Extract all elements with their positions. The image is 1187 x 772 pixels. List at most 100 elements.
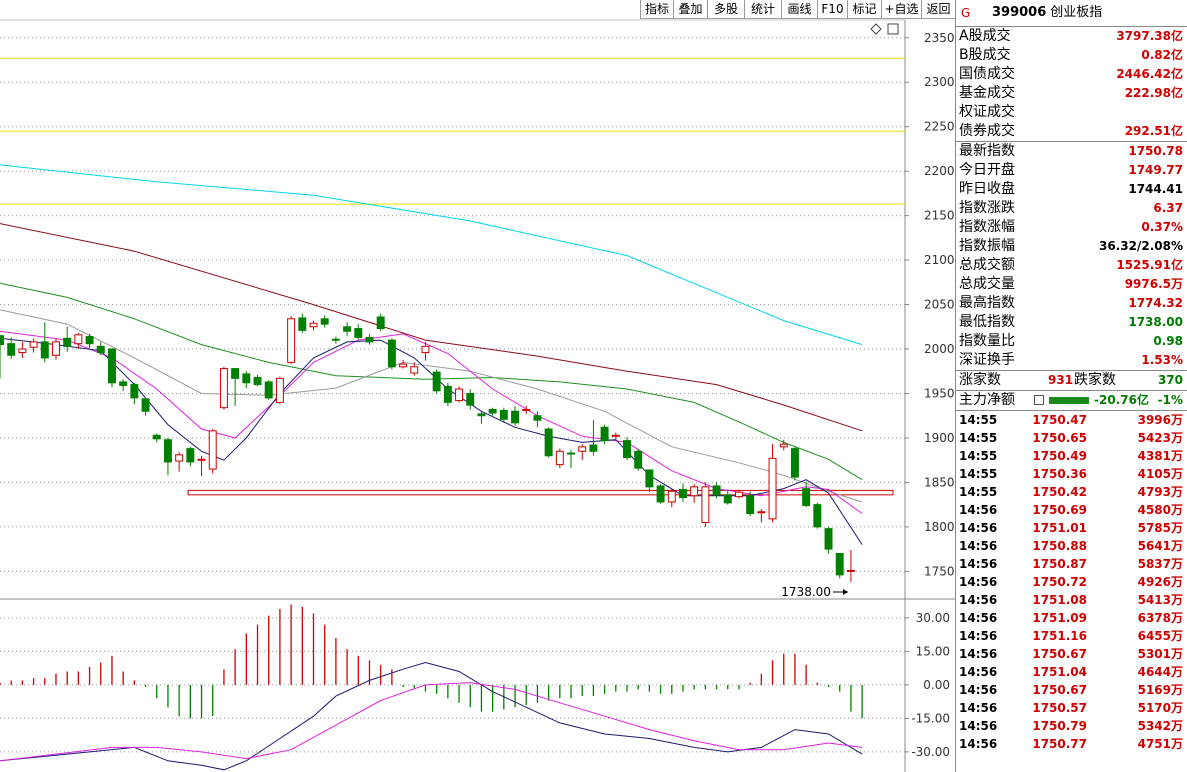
candle[interactable]	[107, 348, 116, 388]
candle[interactable]	[421, 341, 430, 361]
ma-green-line	[0, 282, 863, 481]
candle[interactable]	[734, 489, 743, 499]
close-icon[interactable]	[887, 23, 899, 35]
candle[interactable]	[29, 338, 38, 353]
candle[interactable]	[85, 333, 94, 349]
candle[interactable]	[667, 489, 676, 508]
candle[interactable]	[18, 341, 27, 358]
candle[interactable]	[723, 489, 732, 505]
candle[interactable]	[544, 427, 553, 458]
candle[interactable]	[242, 371, 251, 389]
candle[interactable]	[578, 444, 587, 461]
candle[interactable]	[354, 324, 363, 340]
candle[interactable]	[623, 437, 631, 461]
candle[interactable]	[690, 484, 699, 503]
candle-body	[253, 376, 262, 386]
candle[interactable]	[7, 337, 16, 359]
candle[interactable]	[399, 359, 408, 369]
candle[interactable]	[802, 481, 811, 508]
candlestick-chart[interactable]: 1738.00	[0, 57, 905, 599]
candle-body	[712, 485, 721, 496]
candle[interactable]	[611, 432, 620, 439]
candle[interactable]	[645, 469, 654, 493]
candle[interactable]	[130, 382, 139, 405]
toolbar-button-0[interactable]: 指标	[640, 0, 673, 19]
candle[interactable]	[768, 444, 777, 523]
candle[interactable]	[488, 407, 497, 416]
candle[interactable]	[813, 502, 822, 529]
support-band[interactable]	[187, 489, 894, 496]
candle[interactable]	[824, 526, 833, 554]
candle[interactable]	[119, 379, 128, 391]
candle[interactable]	[455, 386, 464, 403]
toolbar-button-4[interactable]: 画线	[781, 0, 817, 19]
candle[interactable]	[264, 380, 273, 400]
candle[interactable]	[410, 362, 419, 376]
candle[interactable]	[432, 369, 441, 394]
candle[interactable]	[298, 313, 307, 334]
toolbar-button-2[interactable]: 多股	[707, 0, 744, 19]
candle[interactable]	[152, 433, 161, 443]
candle[interactable]	[287, 316, 296, 365]
candle[interactable]	[466, 389, 475, 410]
candle[interactable]	[141, 397, 150, 416]
candle[interactable]	[600, 424, 609, 445]
candle[interactable]	[443, 382, 452, 406]
candle[interactable]	[74, 333, 83, 350]
candle[interactable]	[790, 446, 799, 481]
candle[interactable]	[343, 322, 352, 336]
candle[interactable]	[835, 553, 844, 579]
toolbar-button-6[interactable]: 标记	[847, 0, 881, 19]
candle[interactable]	[309, 320, 318, 331]
candle[interactable]	[96, 341, 105, 356]
toolbar-button-1[interactable]: 叠加	[673, 0, 707, 19]
candle[interactable]	[533, 411, 542, 428]
candle[interactable]	[387, 338, 396, 370]
candle[interactable]	[231, 368, 240, 406]
candle[interactable]	[634, 448, 643, 471]
candle[interactable]	[846, 549, 855, 582]
candle[interactable]	[197, 455, 206, 477]
diamond-icon[interactable]	[870, 23, 882, 35]
candle[interactable]	[712, 482, 721, 499]
candle[interactable]	[567, 449, 575, 469]
toolbar-button-7[interactable]: +自选	[881, 0, 921, 19]
candle[interactable]	[746, 491, 755, 517]
candle[interactable]	[253, 374, 262, 387]
macd-chart[interactable]	[0, 604, 863, 771]
candle[interactable]	[555, 448, 564, 469]
toolbar-button-3[interactable]: 统计	[744, 0, 781, 19]
candle[interactable]	[511, 405, 520, 426]
candle[interactable]	[701, 482, 710, 527]
candle-body	[813, 504, 822, 528]
candle-body	[623, 440, 631, 459]
candle[interactable]	[52, 338, 60, 360]
candle[interactable]	[522, 405, 531, 414]
candle[interactable]	[320, 315, 329, 328]
candle[interactable]	[331, 336, 340, 344]
candle[interactable]	[477, 411, 486, 424]
toolbar-button-5[interactable]: F10	[817, 0, 847, 19]
candle[interactable]	[186, 446, 195, 467]
tick-volume: 4644万	[1137, 665, 1183, 679]
candle[interactable]	[589, 420, 598, 456]
candle[interactable]	[0, 335, 4, 379]
candle[interactable]	[679, 483, 687, 502]
candle[interactable]	[275, 376, 284, 405]
candle[interactable]	[175, 452, 184, 472]
candle[interactable]	[499, 407, 508, 423]
candle[interactable]	[219, 366, 228, 410]
candle[interactable]	[208, 429, 217, 474]
list-icon[interactable]	[1034, 395, 1044, 405]
kline-chart-area[interactable]: 1738.00 2350 2300 2250 2200 2150 2100 2050 2000…	[0, 0, 955, 772]
candle[interactable]	[365, 333, 374, 345]
candle[interactable]	[63, 326, 72, 352]
candle[interactable]	[376, 313, 385, 332]
candle[interactable]	[163, 437, 172, 476]
candle[interactable]	[779, 439, 788, 451]
tick-list[interactable]: 14:55 1750.47 3996万 14:55 1750.65 5423万 14:55 1…	[956, 410, 1187, 753]
candle[interactable]	[757, 509, 766, 523]
toolbar-button-8[interactable]: 返回	[921, 0, 955, 19]
candle[interactable]	[656, 484, 665, 504]
candle[interactable]	[40, 322, 49, 363]
